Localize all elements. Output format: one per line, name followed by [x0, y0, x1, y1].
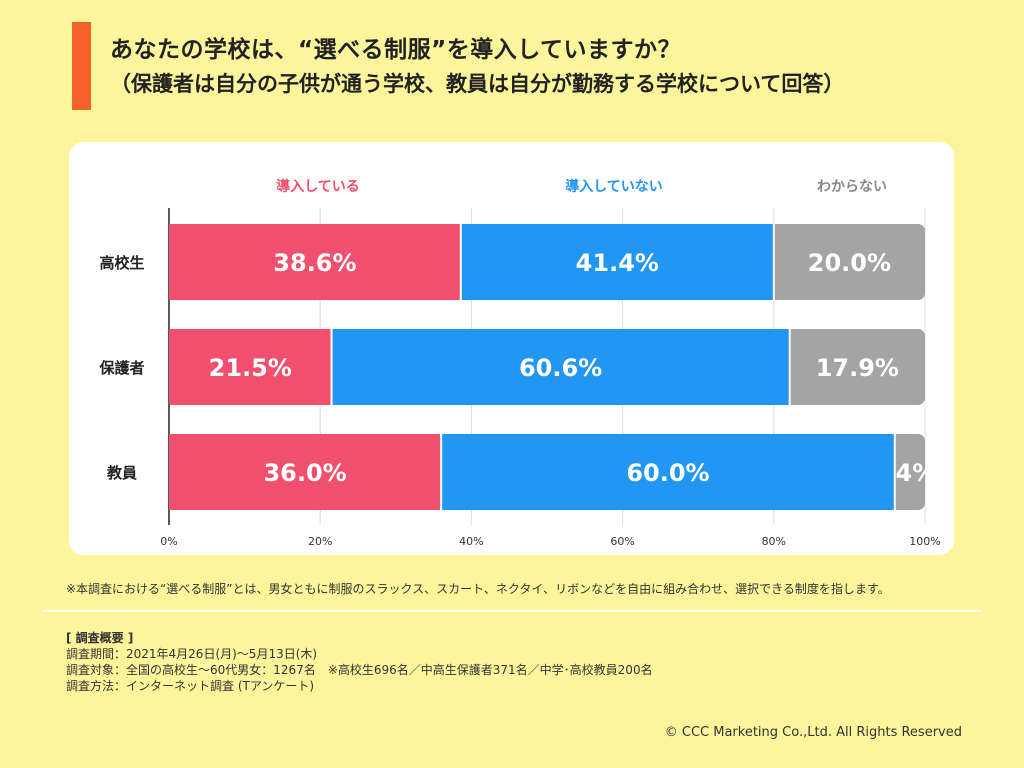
- chart-subtitle: （保護者は自分の子供が通う学校、教員は自分が勤務する学校について回答）: [110, 72, 845, 96]
- survey-period: 調査期間：2021年4月26日(月)〜5月13日(木): [66, 647, 318, 661]
- survey-heading: [ 調査概要 ]: [66, 631, 134, 645]
- survey-overview: [ 調査概要 ] 調査期間：2021年4月26日(月)〜5月13日(木) 調査対…: [66, 630, 653, 694]
- x-tick-label: 80%: [762, 535, 786, 548]
- bar-segment: [169, 434, 442, 510]
- bar-row: [169, 224, 925, 300]
- chart-title: あなたの学校は、“選べる制服”を導入していますか？: [110, 37, 682, 63]
- footnote: ※本調査における“選べる制服”とは、男女ともに制服のスラックス、スカート、ネクタ…: [66, 582, 890, 596]
- bar-segment: [441, 434, 895, 510]
- bar-segment: [460, 224, 774, 300]
- bar-segment: [169, 329, 332, 405]
- data-label: 38.6%: [273, 249, 356, 277]
- x-tick-label: 100%: [909, 535, 940, 548]
- divider: [42, 610, 982, 612]
- bar-segment: [894, 434, 925, 510]
- data-label: 41.4%: [576, 249, 659, 277]
- bar-segment: [789, 329, 925, 405]
- data-label: 4%: [896, 459, 937, 487]
- bar-segment: [169, 224, 461, 300]
- bar-row: [169, 434, 925, 510]
- legend-entry: 導入している: [276, 178, 360, 195]
- category-label: 保護者: [98, 359, 144, 377]
- bar-row: [169, 329, 925, 405]
- x-tick-label: 0%: [160, 535, 177, 548]
- data-label: 60.0%: [626, 459, 709, 487]
- x-tick-label: 60%: [610, 535, 634, 548]
- legend-entry: 導入していない: [565, 178, 663, 195]
- data-label: 17.9%: [816, 354, 899, 382]
- survey-method: 調査方法：インターネット調査 (Tアンケート): [66, 679, 315, 693]
- copyright: © CCC Marketing Co.,Ltd. All Rights Rese…: [664, 725, 962, 740]
- bar-segment: [773, 224, 925, 300]
- category-label: 教員: [106, 464, 137, 482]
- legend-entry: わからない: [817, 179, 887, 195]
- data-label: 60.6%: [519, 354, 602, 382]
- title-accent-bar: [72, 22, 91, 110]
- x-tick-label: 40%: [459, 535, 483, 548]
- category-label: 高校生: [99, 254, 144, 272]
- data-label: 36.0%: [263, 459, 346, 487]
- survey-target: 調査対象：全国の高校生〜60代男女：1267名 ※高校生696名／中高生保護者3…: [66, 663, 653, 677]
- bar-segment: [331, 329, 790, 405]
- data-label: 20.0%: [808, 249, 891, 277]
- x-tick-label: 20%: [308, 535, 332, 548]
- data-label: 21.5%: [209, 354, 292, 382]
